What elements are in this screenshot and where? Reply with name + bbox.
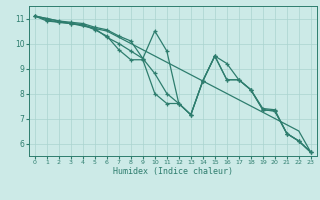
X-axis label: Humidex (Indice chaleur): Humidex (Indice chaleur)	[113, 167, 233, 176]
